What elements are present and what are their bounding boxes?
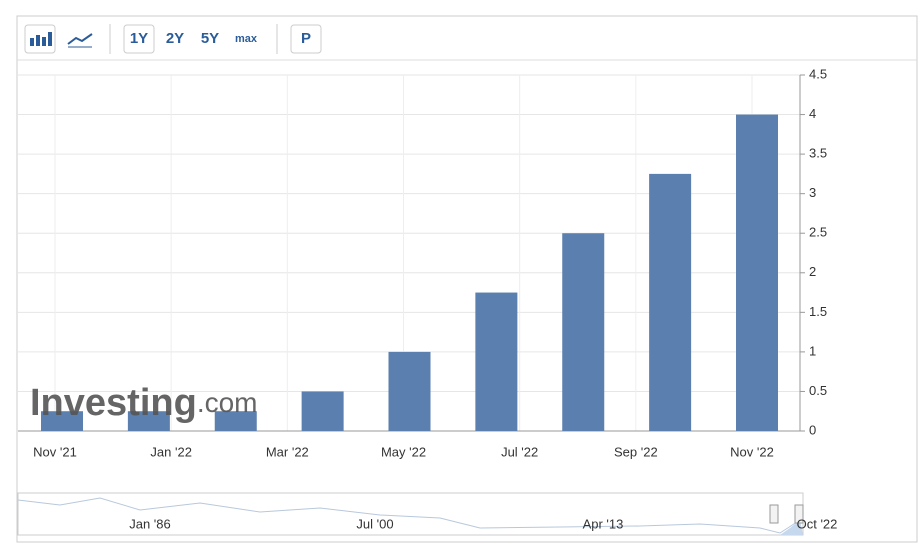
x-tick-label: Nov '22 <box>730 444 774 459</box>
navigator-line <box>17 497 801 534</box>
navigator-selection <box>780 520 803 535</box>
range-button[interactable]: 1Y <box>130 30 148 47</box>
icon <box>30 38 34 46</box>
range-button[interactable]: 2Y <box>166 30 184 47</box>
navigator-handle[interactable] <box>769 504 779 524</box>
y-tick-label: 4.5 <box>809 66 827 81</box>
range-button[interactable]: max <box>235 33 258 45</box>
active-range <box>123 24 155 54</box>
x-tick-label: Sep '22 <box>614 444 658 459</box>
icon <box>48 32 52 46</box>
bar <box>214 411 257 431</box>
navigator: Jan '86 Jul '00 Apr '13 Oct '22 <box>17 492 838 536</box>
y-tick-label: 3.5 <box>809 146 827 161</box>
x-tick-label: Mar '22 <box>266 444 309 459</box>
navigator-label: Jan '86 <box>129 516 171 531</box>
icon <box>36 35 40 46</box>
bar <box>388 351 431 431</box>
bar <box>649 173 692 431</box>
bar <box>736 114 778 432</box>
logo-suffix: .com <box>197 387 258 418</box>
logo-main: Investing <box>30 382 197 424</box>
icon <box>42 37 46 46</box>
navigator-frame <box>17 492 804 536</box>
p-button[interactable] <box>290 24 322 54</box>
navigator-label: Oct '22 <box>797 516 838 531</box>
bar <box>562 233 605 431</box>
navigator-label: Apr '13 <box>583 516 624 531</box>
logo: Investing.com <box>30 382 258 424</box>
x-tick-label: Jul '22 <box>501 444 538 459</box>
y-tick-label: 2.5 <box>809 225 827 240</box>
bar <box>475 292 518 431</box>
bar <box>127 411 170 431</box>
y-tick-label: 4 <box>809 106 816 121</box>
navigator-label: Jul '00 <box>356 516 393 531</box>
range-button[interactable]: 5Y <box>201 30 219 47</box>
bar <box>301 391 344 431</box>
y-tick-label: 3 <box>809 185 816 200</box>
y-tick-label: 1.5 <box>809 304 827 319</box>
plot: 0 0.5 1 1.5 2 2.5 3 3.5 4 4.5 Nov '21 Jan '22 Mar '2… <box>18 66 827 459</box>
y-tick-label: 1 <box>809 343 816 358</box>
bar <box>41 411 83 431</box>
toolbar: 1Y 2Y 5Y max P <box>24 24 322 54</box>
x-tick-label: Jan '22 <box>150 444 192 459</box>
y-tick-label: 0.5 <box>809 383 827 398</box>
x-tick-label: May '22 <box>381 444 426 459</box>
p-label: P <box>301 30 311 47</box>
frame <box>16 15 918 543</box>
navigator-handle[interactable] <box>794 504 804 524</box>
y-tick-label: 2 <box>809 264 816 279</box>
x-tick-label: Nov '21 <box>33 444 77 459</box>
line-chart-button[interactable] <box>67 33 93 45</box>
y-tick-label: 0 <box>809 422 816 437</box>
